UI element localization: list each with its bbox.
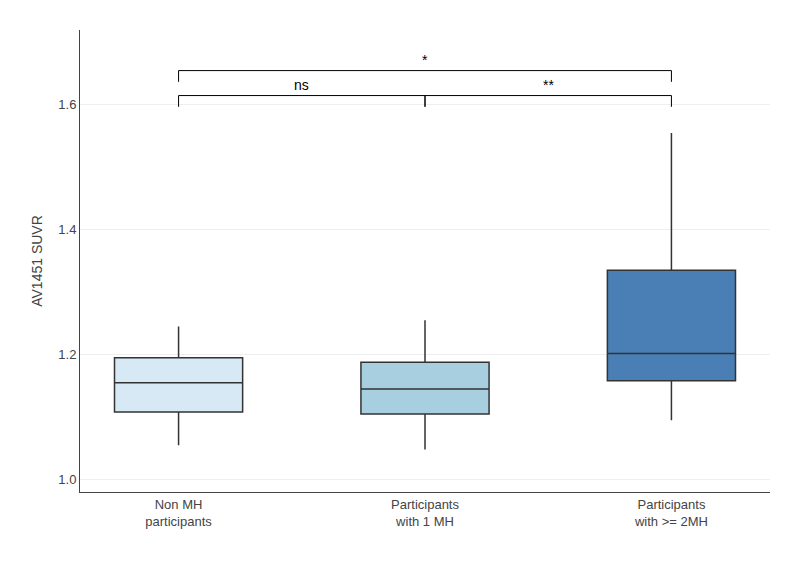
svg-text:Participantswith 1 MH: Participantswith 1 MH [391, 497, 459, 529]
svg-text:ns: ns [294, 77, 309, 93]
svg-text:**: ** [543, 77, 554, 93]
svg-text:Non MHparticipants: Non MHparticipants [145, 497, 212, 529]
svg-text:Participantswith >= 2MH: Participantswith >= 2MH [634, 497, 708, 529]
svg-text:1.4: 1.4 [58, 222, 76, 237]
svg-text:1.6: 1.6 [58, 97, 76, 112]
svg-text:*: * [422, 52, 428, 68]
svg-text:1.2: 1.2 [58, 347, 76, 362]
svg-text:1.0: 1.0 [58, 472, 76, 487]
svg-text:AV1451 SUVR: AV1451 SUVR [29, 215, 45, 307]
